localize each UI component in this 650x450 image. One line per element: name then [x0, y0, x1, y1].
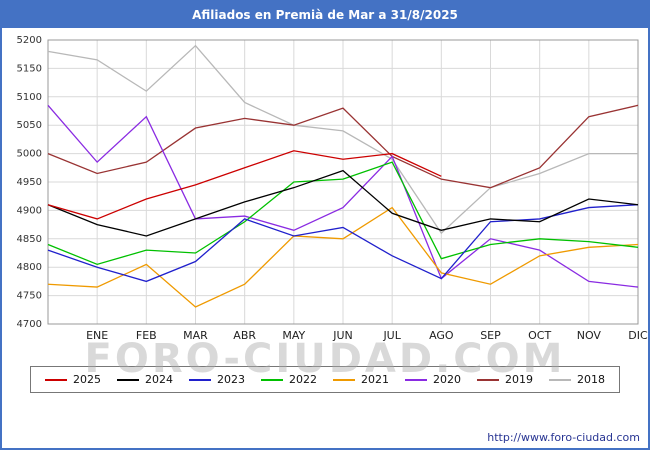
legend-item-2021: 2021: [333, 373, 389, 386]
legend-label-2025: 2025: [73, 373, 101, 386]
svg-text:NOV: NOV: [577, 329, 602, 342]
svg-text:OCT: OCT: [528, 329, 551, 342]
svg-text:4750: 4750: [17, 291, 42, 302]
svg-text:5000: 5000: [17, 149, 42, 160]
chart-area: 4700 4750 4800 4850 4900 4950 5000 5050 5100 5150…: [2, 28, 648, 382]
legend-color-2020: [405, 378, 427, 381]
svg-text:5100: 5100: [17, 92, 42, 103]
footer-link[interactable]: http://www.foro-ciudad.com: [487, 431, 640, 444]
svg-text:ABR: ABR: [233, 329, 256, 342]
svg-text:5200: 5200: [17, 35, 42, 46]
legend-color-2019: [477, 378, 499, 381]
svg-text:DIC: DIC: [628, 329, 648, 342]
svg-text:5150: 5150: [17, 63, 42, 74]
svg-text:4700: 4700: [17, 319, 42, 330]
svg-text:SEP: SEP: [480, 329, 501, 342]
legend-label-2019: 2019: [505, 373, 533, 386]
legend-label-2024: 2024: [145, 373, 173, 386]
legend-color-2021: [333, 378, 355, 381]
svg-text:AGO: AGO: [429, 329, 454, 342]
svg-text:FEB: FEB: [136, 329, 157, 342]
svg-text:MAY: MAY: [282, 329, 305, 342]
legend-label-2020: 2020: [433, 373, 461, 386]
legend-color-2024: [117, 378, 139, 381]
legend-label-2021: 2021: [361, 373, 389, 386]
legend-item-2023: 2023: [189, 373, 245, 386]
svg-text:4800: 4800: [17, 262, 42, 273]
legend-item-2018: 2018: [549, 373, 605, 386]
legend-item-2024: 2024: [117, 373, 173, 386]
legend-item-2022: 2022: [261, 373, 317, 386]
legend-color-2023: [189, 378, 211, 381]
legend-color-2022: [261, 378, 283, 381]
svg-text:4900: 4900: [17, 205, 42, 216]
legend-item-2019: 2019: [477, 373, 533, 386]
legend-item-2025: 2025: [45, 373, 101, 386]
svg-text:4850: 4850: [17, 234, 42, 245]
legend-label-2022: 2022: [289, 373, 317, 386]
legend-color-2018: [549, 378, 571, 381]
page-title: Afiliados en Premià de Mar a 31/8/2025: [2, 2, 648, 28]
svg-text:MAR: MAR: [183, 329, 208, 342]
svg-text:ENE: ENE: [86, 329, 108, 342]
svg-text:JUL: JUL: [382, 329, 401, 342]
legend-label-2018: 2018: [577, 373, 605, 386]
chart-legend: 2025 2024 2023 2022 2021 2020 2019 2018: [30, 366, 620, 393]
svg-text:JUN: JUN: [332, 329, 353, 342]
line-chart: 4700 4750 4800 4850 4900 4950 5000 5050 5100 5150…: [17, 35, 648, 342]
svg-text:4950: 4950: [17, 177, 42, 188]
svg-text:5050: 5050: [17, 120, 42, 131]
legend-item-2020: 2020: [405, 373, 461, 386]
legend-label-2023: 2023: [217, 373, 245, 386]
legend-color-2025: [45, 378, 67, 381]
